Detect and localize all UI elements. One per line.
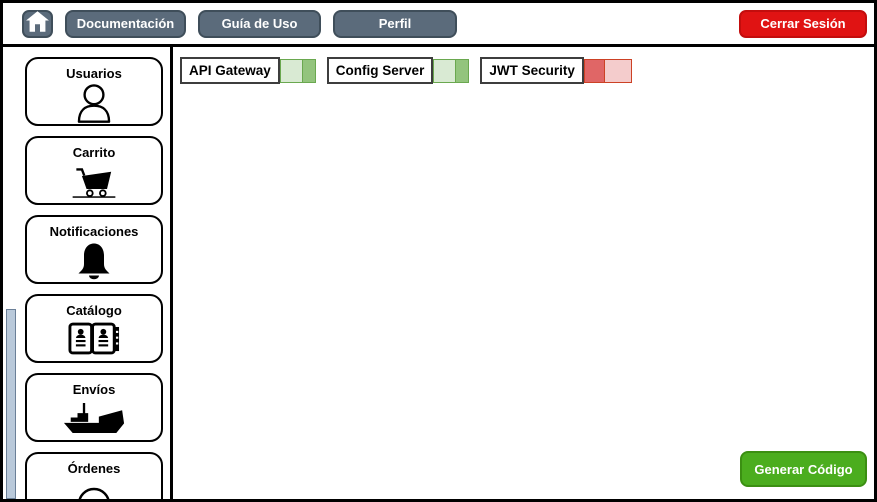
sidebar-scrollbar-track — [5, 47, 17, 499]
sidebar-item-usuarios[interactable]: Usuarios — [25, 57, 163, 126]
sidebar-item-label: Órdenes — [67, 461, 121, 476]
nav-button-perfil[interactable]: Perfil — [333, 9, 457, 38]
toggle-track — [604, 59, 631, 82]
main-content: API Gateway Config Server JWT Security — [173, 47, 874, 499]
service-status-row: API Gateway Config Server JWT Security — [180, 57, 632, 84]
sidebar-item-label: Notificaciones — [49, 224, 139, 239]
sidebar-item-catalogo[interactable]: Catálogo — [25, 294, 163, 363]
service-toggle[interactable] — [583, 58, 632, 83]
clock-icon — [72, 476, 116, 499]
sidebar-item-notificaciones[interactable]: Notificaciones — [25, 215, 163, 284]
cart-icon — [68, 160, 120, 203]
home-icon — [25, 10, 50, 38]
home-button[interactable] — [22, 9, 53, 38]
sidebar-item-label: Carrito — [72, 145, 116, 160]
sidebar-item-label: Usuarios — [66, 66, 122, 81]
toggle-track — [434, 59, 456, 82]
sidebar: Usuarios Carrito — [3, 47, 173, 499]
generate-code-button[interactable]: Generar Código — [740, 451, 867, 487]
service-name-label: JWT Security — [480, 57, 584, 84]
sidebar-item-label: Envíos — [72, 382, 116, 397]
top-navigation-bar: Documentación Guía de Uso Perfil Cerrar … — [3, 3, 874, 47]
service-chip-config-server: Config Server — [326, 57, 470, 84]
nav-button-guia-de-uso[interactable]: Guía de Uso — [198, 9, 321, 38]
service-toggle[interactable] — [433, 58, 470, 83]
book-icon — [68, 318, 120, 361]
toggle-knob — [584, 59, 605, 82]
logout-button[interactable]: Cerrar Sesión — [739, 9, 867, 38]
sidebar-item-envios[interactable]: Envíos — [25, 373, 163, 442]
service-name-label: API Gateway — [180, 57, 280, 84]
ship-icon — [62, 397, 126, 440]
toggle-knob — [301, 59, 315, 82]
nav-button-documentacion[interactable]: Documentación — [65, 9, 186, 38]
sidebar-scrollbar-thumb[interactable] — [6, 309, 16, 499]
sidebar-item-ordenes[interactable]: Órdenes — [25, 452, 163, 499]
service-name-label: Config Server — [326, 57, 434, 84]
service-chip-jwt-security: JWT Security — [480, 57, 632, 84]
service-toggle[interactable] — [279, 58, 316, 83]
sidebar-item-carrito[interactable]: Carrito — [25, 136, 163, 205]
person-icon — [73, 81, 115, 124]
sidebar-item-label: Catálogo — [66, 303, 122, 318]
bell-icon — [74, 239, 114, 282]
toggle-knob — [455, 59, 469, 82]
toggle-track — [280, 59, 302, 82]
sidebar-card-list: Usuarios Carrito — [25, 57, 163, 499]
service-chip-api-gateway: API Gateway — [180, 57, 316, 84]
